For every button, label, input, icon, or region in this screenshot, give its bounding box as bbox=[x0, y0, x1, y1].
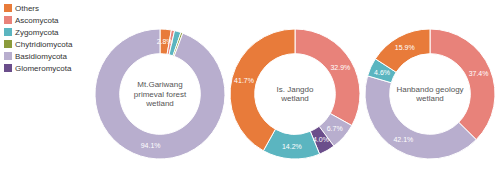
data-label: 2.8% bbox=[157, 38, 173, 45]
legend-swatch bbox=[4, 52, 12, 60]
donut-slice bbox=[365, 76, 476, 159]
legend-label: Zygomycota bbox=[15, 28, 59, 37]
legend-swatch bbox=[4, 16, 12, 24]
center-title: Is. Jangdowetland bbox=[277, 85, 314, 104]
donut-slice bbox=[375, 29, 430, 72]
data-label: 42.1% bbox=[393, 136, 413, 143]
legend: Others Ascomycota Zygomycota Chytridiomycot… bbox=[4, 4, 73, 73]
center-title-line: wetland bbox=[415, 94, 444, 103]
data-label: 4.6% bbox=[374, 69, 390, 76]
data-label: 15.9% bbox=[395, 44, 415, 51]
donut-slice bbox=[295, 29, 360, 126]
center-title-line: primeval forest bbox=[134, 90, 187, 99]
legend-swatch bbox=[4, 40, 12, 48]
donut-chart: 2.8% 94.1% Mt.Gariwangprimeval forestwetla… bbox=[95, 29, 225, 159]
legend-label: Chytridiomycota bbox=[15, 40, 73, 49]
donut-slice bbox=[95, 29, 225, 159]
donut-chart: 32.9% 6.7% 4.0% 14.2% 41.7% Is. Jangdowetland bbox=[230, 29, 360, 159]
legend-label: Basidiomycota bbox=[15, 52, 68, 61]
center-title-line: Is. Jangdo bbox=[277, 85, 314, 94]
chart-svg: 2.8%94.1%Mt.Gariwangprimeval forestwetla… bbox=[0, 0, 500, 188]
data-label: 94.1% bbox=[141, 142, 161, 149]
donut-chart: 37.4% 42.1% 4.6% 15.9% Hanbando geologywetla… bbox=[365, 29, 495, 159]
center-title-line: wetland bbox=[145, 99, 174, 108]
data-label: 32.9% bbox=[330, 64, 350, 71]
legend-swatch bbox=[4, 64, 12, 72]
center-title-line: Mt.Gariwang bbox=[137, 80, 182, 89]
legend-label: Glomeromycota bbox=[15, 64, 72, 73]
chart-container: 2.8%94.1%Mt.Gariwangprimeval forestwetla… bbox=[0, 0, 500, 188]
center-title: Mt.Gariwangprimeval forestwetland bbox=[134, 80, 187, 108]
center-title-line: wetland bbox=[280, 94, 309, 103]
center-title-line: Hanbando geology bbox=[396, 85, 463, 94]
data-label: 6.7% bbox=[327, 125, 343, 132]
legend-swatch bbox=[4, 28, 12, 36]
page: {"chart_data": [ {"type": "pie", "title"… bbox=[0, 0, 500, 188]
data-label: 14.2% bbox=[282, 143, 302, 150]
legend-label: Others bbox=[15, 4, 39, 13]
data-label: 41.7% bbox=[234, 77, 254, 84]
center-title: Hanbando geologywetland bbox=[396, 85, 463, 104]
legend-swatch bbox=[4, 4, 12, 12]
legend-label: Ascomycota bbox=[15, 16, 59, 25]
data-label: 4.0% bbox=[313, 136, 329, 143]
data-label: 37.4% bbox=[469, 70, 489, 77]
